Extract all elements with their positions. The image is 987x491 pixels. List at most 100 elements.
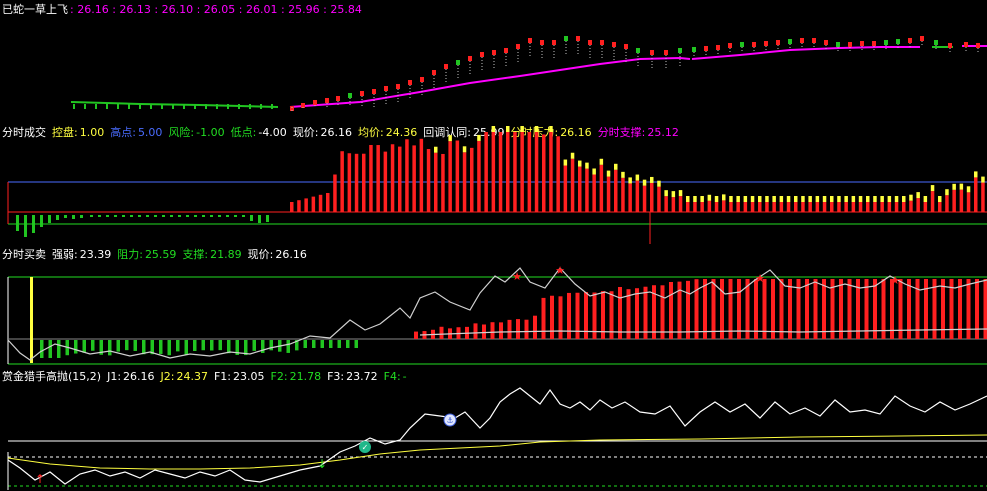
volume-bar-up: [470, 147, 474, 212]
sell-bar: [346, 340, 350, 348]
volume-bar-up: [340, 151, 344, 212]
volume-bar-down: [242, 215, 245, 217]
panel4-item-label: F1:: [213, 370, 232, 383]
panel2-item-value: -1.00: [196, 126, 225, 139]
buy-bar: [890, 279, 894, 339]
volume-bar-up: [513, 132, 517, 212]
volume-bar-cap: [549, 126, 553, 132]
buy-bar: [686, 280, 690, 339]
buy-bar: [482, 324, 486, 339]
volume-bar-cap: [779, 196, 784, 202]
yellow-bar: [30, 277, 33, 363]
sell-bar: [74, 340, 78, 354]
volume-bar-down: [258, 215, 261, 223]
buy-bar: [847, 279, 852, 339]
buy-bar: [983, 279, 987, 339]
sell-bar: [176, 340, 180, 352]
volume-bar-cap: [700, 196, 704, 202]
candle: [336, 96, 340, 101]
candle: [325, 98, 329, 103]
panel4-item-value: 23.05: [233, 370, 265, 383]
strength-line: [7, 267, 987, 361]
volume-bar-up: [916, 198, 920, 212]
sell-signal-icon: [443, 413, 457, 427]
panel4-item-4: F3: 23.72: [327, 370, 378, 383]
volume-bar-cap: [952, 183, 956, 190]
ma-green-line: [71, 100, 279, 108]
volume-bar-up: [333, 174, 337, 212]
volume-bar-down: [122, 215, 125, 217]
volume-bar-cap: [578, 160, 582, 167]
volume-bar-up: [707, 200, 712, 212]
candlestick-panel[interactable]: 已蛇一草上飞: 26.16 : 26.13 : 26.10 : 26.05 : …: [0, 0, 987, 120]
volume-chart[interactable]: [0, 120, 987, 248]
indicator-chart[interactable]: ↑ ↓ ✓ ⚓: [0, 366, 987, 491]
panel2-item-1: 高点: 5.00: [110, 126, 162, 139]
buysell-panel[interactable]: 分时买卖 强弱: 23.39 阻力: 25.59 支撑: 21.89 现价: 26.16 ★ ★ ★…: [0, 248, 987, 366]
candle: [764, 41, 768, 46]
indicator-panel[interactable]: 赏金猎手高抛(15,2) J1: 26.16 J2: 24.37 F1: 23.05 F2: 2…: [0, 366, 987, 491]
candlestick-chart[interactable]: [0, 0, 987, 120]
volume-bar-cap: [477, 134, 481, 141]
panel2-item-label: 控盘:: [52, 126, 78, 139]
sell-bar: [295, 340, 299, 351]
candle: [348, 93, 352, 98]
panel2-item-value: 1.00: [79, 126, 105, 139]
buy-bar: [550, 295, 554, 339]
panel3-item-label: 支撑:: [182, 248, 209, 261]
volume-bar-down: [202, 215, 205, 217]
volume-bar-down: [154, 215, 157, 217]
volume-bar-cap: [671, 191, 676, 198]
volume-bar-up: [304, 198, 308, 212]
candle: [824, 40, 828, 45]
sell-bar: [337, 340, 341, 348]
buy-bar: [805, 279, 809, 339]
star-icon: ★: [755, 272, 765, 285]
candle: [976, 43, 980, 48]
buy-bar: [907, 279, 911, 339]
volume-bar-down: [48, 215, 51, 223]
panel2-item-5: 均价: 24.36: [358, 126, 417, 139]
volume-bar-up: [981, 182, 985, 212]
volume-bar-cap: [858, 196, 863, 202]
sell-bar: [159, 340, 163, 354]
buy-bar: [592, 292, 597, 339]
panel2-item-label: 风险:: [168, 126, 195, 139]
volume-bar-up: [614, 169, 618, 212]
sell-bar: [40, 340, 44, 358]
volume-bar-up: [412, 145, 416, 212]
volume-bar-down: [16, 215, 19, 231]
volume-panel[interactable]: 分时成交 控盘: 1.00 高点: 5.00 风险: -1.00 低点: -4.00 现价: 26.…: [0, 120, 987, 248]
buysell-chart[interactable]: ★ ★ ★ ★: [0, 248, 987, 366]
volume-bar-cap: [506, 126, 510, 132]
volume-bar-up: [686, 202, 690, 212]
candle: [600, 40, 604, 45]
panel1-header: 已蛇一草上飞: 26.16 : 26.13 : 26.10 : 26.05 : …: [2, 3, 368, 16]
volume-bar-up: [642, 185, 647, 212]
panel2-item-label: 均价:: [358, 126, 384, 139]
panel2-item-6: 回调认同: 25.99: [423, 126, 504, 139]
panel2-item-value: 5.00: [137, 126, 163, 139]
volume-bar-up: [765, 202, 769, 212]
volume-bar-cap: [866, 196, 870, 202]
up-arrow-icon: ↑: [35, 472, 45, 486]
panel1-title: 已蛇一草上飞: [2, 3, 68, 16]
buy-bar: [754, 279, 758, 339]
sell-bar: [57, 340, 61, 358]
sell-bar: [167, 340, 171, 356]
buy-bar: [813, 279, 818, 339]
candle: [860, 41, 864, 46]
volume-bar-up: [974, 177, 978, 212]
candle: [360, 91, 364, 96]
volume-bar-cap: [520, 126, 524, 132]
buy-bar: [609, 291, 614, 339]
volume-bar-cap: [491, 126, 496, 132]
volume-bar-up: [909, 200, 913, 212]
buy-bar: [439, 326, 444, 339]
volume-bar-up: [362, 153, 366, 212]
volume-bar-cap: [887, 196, 892, 202]
panel2-item-value: 25.12: [647, 126, 679, 139]
volume-bar-up: [894, 202, 899, 212]
candle: [516, 44, 520, 49]
sell-bar: [108, 340, 112, 356]
